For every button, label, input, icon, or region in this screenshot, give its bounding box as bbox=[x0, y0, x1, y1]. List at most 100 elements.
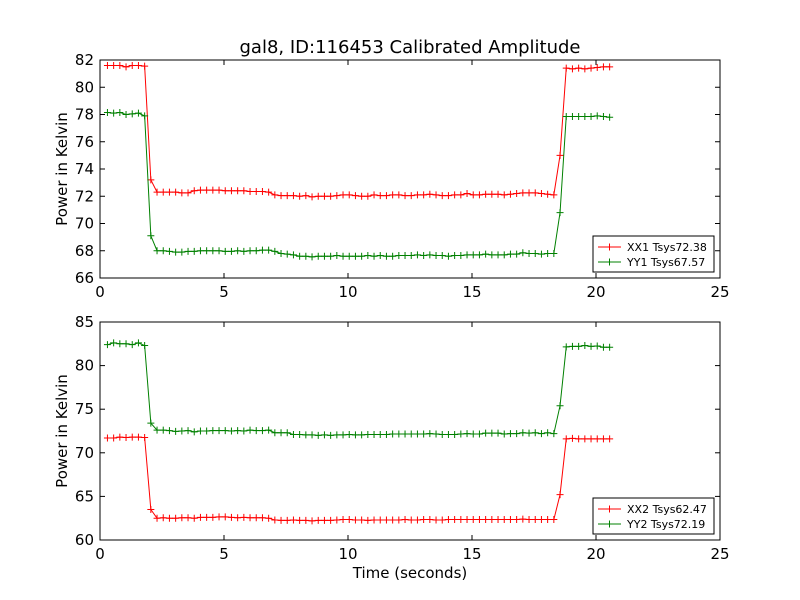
data-point bbox=[562, 435, 570, 443]
data-point bbox=[544, 249, 552, 257]
x-tick-label: 5 bbox=[219, 545, 229, 563]
data-point bbox=[531, 516, 539, 524]
data-point bbox=[544, 190, 552, 198]
data-point bbox=[438, 516, 446, 524]
bottom-subplot: 0 5 10 15 20 25 60 65 70 75 80 85 Power in Kelvin XX2… bbox=[53, 313, 730, 563]
data-point bbox=[581, 113, 589, 121]
data-point bbox=[196, 513, 204, 521]
data-point bbox=[246, 426, 254, 434]
data-point bbox=[500, 516, 508, 524]
data-point bbox=[196, 427, 204, 435]
data-point bbox=[606, 435, 614, 443]
data-point bbox=[240, 427, 248, 435]
data-point bbox=[203, 186, 211, 194]
data-point bbox=[463, 430, 471, 438]
data-point bbox=[141, 434, 149, 442]
y-tick-label: 70 bbox=[75, 444, 94, 462]
data-point bbox=[556, 151, 564, 159]
data-point bbox=[172, 248, 180, 256]
data-point bbox=[351, 431, 359, 439]
bottom-axes-frame bbox=[99, 321, 721, 541]
data-point bbox=[165, 427, 173, 435]
data-point bbox=[370, 430, 378, 438]
data-point bbox=[531, 249, 539, 257]
data-point bbox=[116, 61, 124, 69]
data-point bbox=[172, 427, 180, 435]
data-point bbox=[575, 64, 583, 72]
data-point bbox=[178, 427, 186, 435]
data-point bbox=[159, 426, 167, 434]
data-point bbox=[382, 252, 390, 260]
data-point bbox=[302, 431, 310, 439]
data-point bbox=[506, 190, 514, 198]
data-point bbox=[277, 249, 285, 257]
data-point bbox=[209, 427, 217, 435]
data-point bbox=[469, 430, 477, 438]
data-point bbox=[382, 430, 390, 438]
data-point bbox=[196, 247, 204, 255]
data-point bbox=[382, 516, 390, 524]
data-point bbox=[364, 516, 372, 524]
legend-marker bbox=[606, 258, 613, 266]
data-point bbox=[221, 513, 229, 521]
data-point bbox=[550, 191, 558, 199]
data-point bbox=[265, 246, 273, 254]
data-point bbox=[265, 514, 273, 522]
data-point bbox=[364, 252, 372, 260]
data-point bbox=[556, 402, 564, 410]
data-point bbox=[178, 514, 186, 522]
data-point bbox=[240, 187, 248, 195]
data-point bbox=[482, 250, 490, 258]
data-point bbox=[289, 516, 297, 524]
y-tick-label: 80 bbox=[75, 78, 94, 96]
data-point bbox=[141, 112, 149, 120]
data-point bbox=[240, 247, 248, 255]
data-point bbox=[556, 491, 564, 499]
data-point bbox=[103, 341, 111, 349]
data-point bbox=[221, 187, 229, 195]
data-point bbox=[351, 252, 359, 260]
data-point bbox=[110, 339, 118, 347]
data-point bbox=[296, 252, 304, 260]
data-point bbox=[320, 252, 328, 260]
data-point bbox=[277, 516, 285, 524]
data-point bbox=[525, 189, 533, 197]
data-point bbox=[103, 61, 111, 69]
data-point bbox=[550, 430, 558, 438]
data-point bbox=[289, 192, 297, 200]
data-point bbox=[457, 430, 465, 438]
data-point bbox=[370, 191, 378, 199]
data-point bbox=[147, 419, 155, 427]
data-point bbox=[587, 113, 595, 121]
data-point bbox=[432, 430, 440, 438]
legend-marker bbox=[606, 520, 613, 528]
legend-label: XX1 Tsys72.38 bbox=[627, 241, 707, 254]
y-tick-label: 82 bbox=[75, 51, 94, 69]
data-point bbox=[215, 186, 223, 194]
data-point bbox=[314, 516, 322, 524]
x-tick-label: 0 bbox=[95, 545, 105, 563]
y-tick-label: 60 bbox=[75, 531, 94, 549]
data-point bbox=[283, 250, 291, 258]
data-point bbox=[153, 426, 161, 434]
data-point bbox=[599, 343, 607, 351]
x-tick-label: 25 bbox=[710, 283, 729, 301]
data-point bbox=[426, 251, 434, 259]
data-point bbox=[494, 429, 502, 437]
data-point bbox=[333, 431, 341, 439]
y-tick-label: 78 bbox=[75, 106, 94, 124]
top-series-markers-2 bbox=[103, 108, 614, 261]
data-point bbox=[246, 247, 254, 255]
data-point bbox=[358, 192, 366, 200]
data-point bbox=[122, 63, 130, 71]
data-point bbox=[283, 429, 291, 437]
data-point bbox=[451, 516, 459, 524]
data-point bbox=[506, 250, 514, 258]
data-point bbox=[562, 113, 570, 121]
data-point bbox=[215, 513, 223, 521]
data-point bbox=[364, 192, 372, 200]
data-point bbox=[469, 191, 477, 199]
data-point bbox=[587, 64, 595, 72]
data-point bbox=[401, 192, 409, 200]
data-point bbox=[159, 247, 167, 255]
